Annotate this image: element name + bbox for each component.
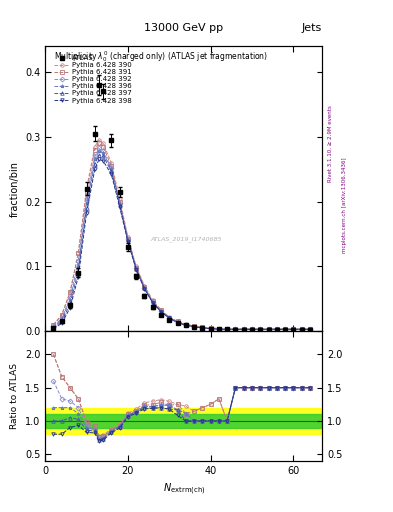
Text: Jets: Jets (302, 23, 322, 33)
Y-axis label: fraction/bin: fraction/bin (9, 161, 19, 217)
Text: Multiplicity $\lambda_0^0$ (charged only) (ATLAS jet fragmentation): Multiplicity $\lambda_0^0$ (charged only… (53, 49, 268, 64)
Text: 13000 GeV pp: 13000 GeV pp (144, 23, 223, 33)
Text: ATLAS_2019_I1740685: ATLAS_2019_I1740685 (151, 236, 222, 242)
Legend: ATLAS, Pythia 6.428 390, Pythia 6.428 391, Pythia 6.428 392, Pythia 6.428 396, P: ATLAS, Pythia 6.428 390, Pythia 6.428 39… (54, 55, 132, 103)
Text: mcplots.cern.ch [arXiv:1306.3436]: mcplots.cern.ch [arXiv:1306.3436] (342, 157, 347, 252)
Y-axis label: Ratio to ATLAS: Ratio to ATLAS (10, 363, 19, 429)
Text: Rivet 3.1.10, ≥ 2.9M events: Rivet 3.1.10, ≥ 2.9M events (328, 105, 333, 182)
X-axis label: $N_{\mathrm{extrm(ch)}}$: $N_{\mathrm{extrm(ch)}}$ (163, 481, 205, 497)
